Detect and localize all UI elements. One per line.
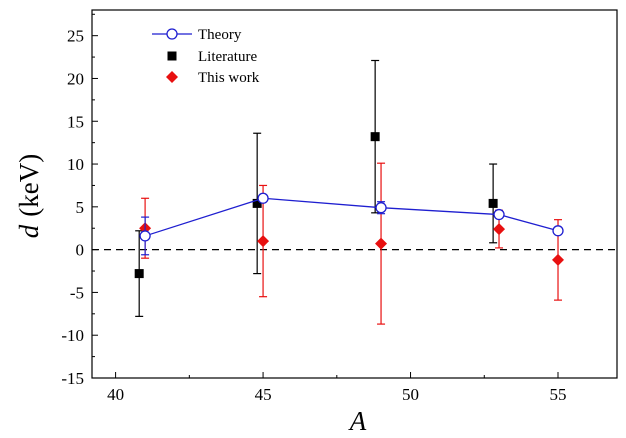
y-axis-label-unit: (keV)	[14, 154, 44, 217]
literature-point	[488, 198, 498, 208]
legend-marker	[167, 51, 177, 61]
y-axis-label: d (keV)	[14, 154, 44, 238]
y-tick-label: 15	[67, 112, 84, 131]
y-tick-label: 20	[67, 69, 84, 88]
x-axis-label: A	[348, 406, 367, 436]
y-tick-label: -5	[70, 283, 84, 302]
x-tick-label: 55	[550, 385, 567, 404]
theory-point	[139, 230, 151, 242]
literature-point	[370, 132, 380, 142]
legend-label: Theory	[198, 27, 242, 43]
legend-marker	[166, 28, 178, 40]
plot-frame	[91, 9, 618, 379]
theory-point	[552, 225, 564, 237]
x-tick-label: 45	[255, 385, 272, 404]
legend-label: Literature	[198, 49, 257, 65]
literature-point	[134, 269, 144, 279]
x-tick-label: 40	[107, 385, 124, 404]
y-tick-label: -15	[61, 369, 84, 388]
y-tick-label: 10	[67, 155, 84, 174]
x-tick-label: 50	[402, 385, 419, 404]
theory-point	[257, 192, 269, 204]
this-work-point	[257, 235, 270, 248]
y-tick-label: -10	[61, 326, 84, 345]
this-work-point	[375, 237, 388, 250]
literature-point	[252, 198, 262, 208]
y-tick-label: 0	[76, 241, 85, 260]
legend-label: This work	[198, 70, 260, 86]
y-tick-label: 25	[67, 27, 84, 46]
legend-marker	[166, 71, 178, 83]
theory-point	[493, 208, 505, 221]
this-work-point	[493, 223, 506, 236]
theory-point	[375, 202, 387, 214]
this-work-point	[552, 253, 565, 266]
y-tick-label: 5	[76, 198, 85, 217]
y-axis-label-symbol: d	[14, 224, 44, 238]
